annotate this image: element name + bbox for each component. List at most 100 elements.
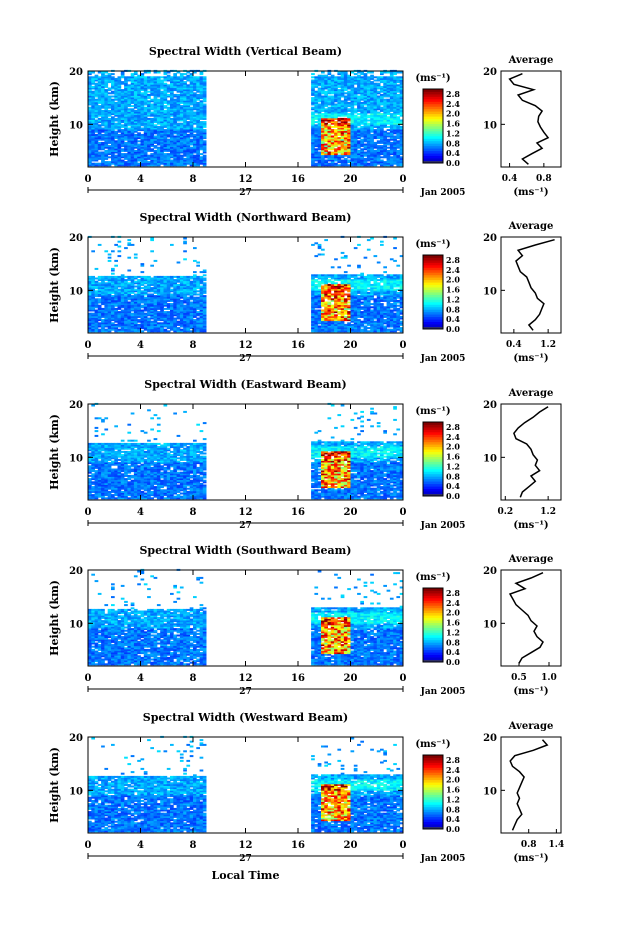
heatmap-cell bbox=[101, 287, 105, 290]
heatmap-cell bbox=[124, 133, 128, 136]
x-tick-label: 0 bbox=[400, 174, 407, 185]
heatmap-cell bbox=[321, 97, 325, 100]
heatmap-cell bbox=[183, 132, 187, 135]
heatmap-cell bbox=[160, 295, 164, 298]
heatmap-cell bbox=[114, 114, 118, 117]
heatmap-cell bbox=[314, 327, 319, 330]
heatmap-cell bbox=[327, 328, 332, 331]
heatmap-cell bbox=[314, 145, 319, 148]
heatmap-cell bbox=[350, 133, 355, 136]
heatmap-cell bbox=[91, 92, 95, 95]
heatmap-cell bbox=[350, 113, 355, 116]
heatmap-cell bbox=[193, 137, 197, 140]
heatmap-cell bbox=[88, 130, 92, 133]
heatmap-cell bbox=[111, 95, 115, 98]
heatmap-cell bbox=[153, 129, 158, 132]
heatmap-cell bbox=[150, 119, 154, 122]
heatmap-cell bbox=[321, 162, 325, 165]
heatmap-cell bbox=[347, 116, 351, 119]
heatmap-cell bbox=[101, 137, 105, 140]
heatmap-cell bbox=[360, 164, 364, 167]
heatmap-cell bbox=[366, 95, 371, 98]
heatmap-cell bbox=[91, 328, 95, 331]
heatmap-cell bbox=[107, 315, 112, 318]
heatmap-cell bbox=[97, 312, 102, 315]
heatmap-cell bbox=[373, 121, 378, 124]
heatmap-cell bbox=[317, 290, 322, 293]
heatmap-cell bbox=[199, 290, 204, 293]
heatmap-cell bbox=[334, 319, 338, 322]
heatmap-cell bbox=[147, 319, 151, 322]
heatmap-cell bbox=[94, 101, 99, 104]
heatmap-cell bbox=[160, 93, 164, 96]
heatmap-cell bbox=[107, 303, 112, 306]
heatmap-cell bbox=[94, 92, 99, 95]
heatmap-cell bbox=[202, 279, 207, 282]
heatmap-cell bbox=[143, 280, 148, 283]
heatmap-cell bbox=[153, 140, 158, 143]
heatmap-cell bbox=[389, 98, 394, 101]
heatmap-cell bbox=[97, 243, 102, 246]
heatmap-cell bbox=[101, 106, 105, 109]
heatmap-cell bbox=[399, 90, 404, 93]
heatmap-cell bbox=[321, 159, 325, 162]
heatmap-cell bbox=[114, 87, 118, 90]
heatmap-cell bbox=[114, 137, 118, 140]
heatmap-cell bbox=[193, 298, 197, 301]
heatmap-cell bbox=[193, 280, 197, 283]
heatmap-cell bbox=[176, 309, 181, 312]
heatmap-cell bbox=[199, 320, 204, 323]
heatmap-cell bbox=[156, 149, 161, 152]
heatmap-cell bbox=[176, 288, 181, 291]
heatmap-cell bbox=[160, 322, 164, 325]
heatmap-cell bbox=[156, 101, 161, 104]
heatmap-cell bbox=[117, 153, 122, 156]
heatmap-cell bbox=[173, 279, 177, 282]
heatmap-cell bbox=[111, 109, 115, 112]
heatmap-cell bbox=[120, 295, 125, 298]
heatmap-cell bbox=[396, 127, 401, 130]
heatmap-cell bbox=[143, 114, 148, 117]
heatmap-cell bbox=[353, 129, 358, 132]
heatmap-cell bbox=[124, 130, 128, 133]
heatmap-cell bbox=[176, 100, 181, 103]
heatmap-cell bbox=[311, 164, 315, 167]
heatmap-cell bbox=[88, 283, 92, 286]
heatmap-cell bbox=[101, 76, 105, 79]
heatmap-cell bbox=[156, 92, 161, 95]
heatmap-cell bbox=[101, 323, 105, 326]
heatmap-cell bbox=[114, 111, 118, 114]
heatmap-cell bbox=[120, 304, 125, 307]
heatmap-cell bbox=[156, 159, 161, 162]
heatmap-cell bbox=[183, 162, 187, 165]
heatmap-cell bbox=[153, 141, 158, 144]
heatmap-cell bbox=[153, 95, 158, 98]
heatmap-cell bbox=[120, 162, 125, 165]
heatmap-cell bbox=[193, 259, 197, 262]
heatmap-cell bbox=[363, 159, 368, 162]
heatmap-cell bbox=[147, 77, 151, 80]
heatmap-cell bbox=[183, 295, 187, 298]
heatmap-cell bbox=[396, 153, 401, 156]
heatmap-cell bbox=[147, 301, 151, 304]
heatmap-cell bbox=[120, 311, 125, 314]
heatmap-cell bbox=[347, 140, 351, 143]
heatmap-cell bbox=[137, 79, 141, 82]
heatmap-cell bbox=[366, 133, 371, 136]
heatmap-cell bbox=[91, 291, 95, 294]
heatmap-cell bbox=[88, 71, 92, 74]
heatmap-cell bbox=[127, 77, 132, 80]
heatmap-cell bbox=[94, 125, 99, 128]
heatmap-cell bbox=[330, 159, 335, 162]
heatmap-cell bbox=[396, 129, 401, 132]
heatmap-cell bbox=[330, 146, 335, 149]
heatmap-cell bbox=[389, 135, 394, 138]
heatmap-cell bbox=[91, 303, 95, 306]
heatmap-cell bbox=[101, 275, 105, 278]
heatmap-cell bbox=[202, 161, 207, 164]
heatmap-cell bbox=[317, 124, 322, 127]
heatmap-cell bbox=[311, 89, 315, 92]
heatmap-cell bbox=[88, 113, 92, 116]
heatmap-cell bbox=[101, 100, 105, 103]
heatmap-cell bbox=[350, 121, 355, 124]
